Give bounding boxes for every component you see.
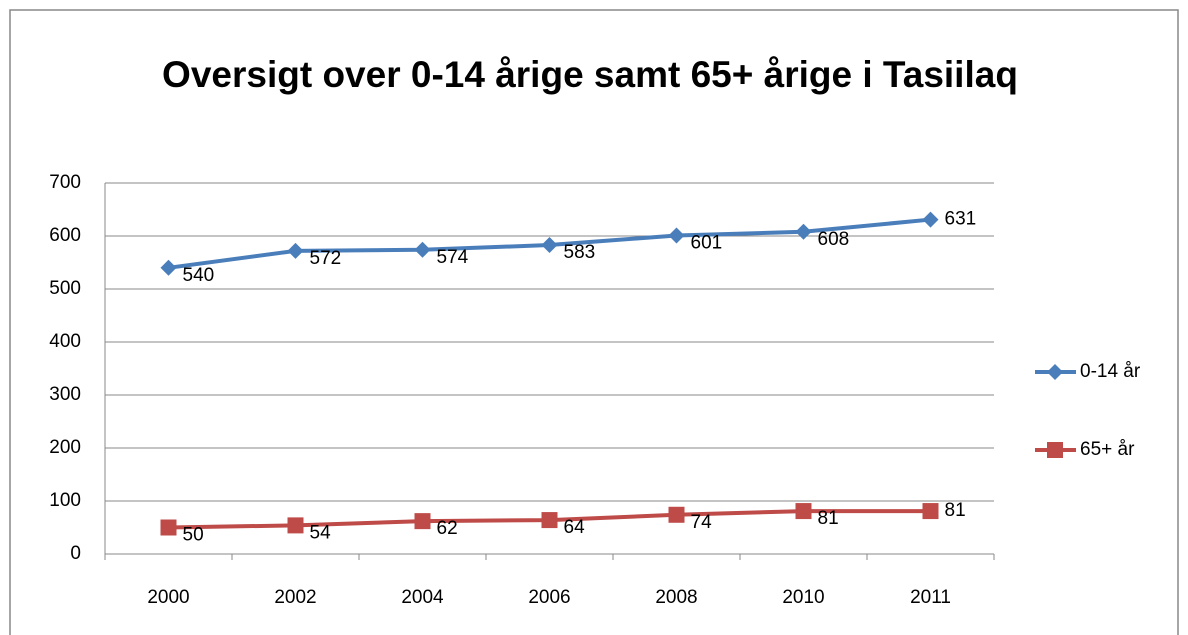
x-tick-label: 2004	[401, 587, 444, 608]
data-label: 81	[818, 508, 839, 529]
data-label: 574	[437, 247, 469, 268]
data-label: 540	[183, 265, 215, 286]
point-marker	[795, 503, 812, 520]
legend-marker	[1047, 364, 1063, 380]
data-label: 572	[310, 248, 342, 269]
point-marker	[795, 223, 812, 240]
data-label: 54	[310, 522, 332, 543]
data-label: 81	[945, 500, 966, 521]
point-marker	[287, 242, 304, 259]
legend-label: 65+ år	[1080, 439, 1135, 460]
x-tick-label: 2002	[274, 587, 316, 608]
y-tick-label: 700	[49, 172, 81, 193]
y-tick-label: 600	[49, 225, 81, 246]
y-tick-label: 100	[49, 490, 81, 511]
data-label: 583	[564, 242, 596, 263]
y-tick-label: 0	[70, 543, 81, 564]
point-marker	[414, 513, 431, 530]
y-tick-label: 500	[49, 278, 81, 299]
legend-label: 0-14 år	[1080, 361, 1141, 382]
x-tick-label: 2006	[528, 587, 570, 608]
y-tick-label: 200	[49, 437, 81, 458]
data-label: 631	[945, 209, 977, 230]
point-marker	[668, 227, 685, 244]
point-marker	[160, 519, 177, 536]
x-tick-label: 2000	[147, 587, 189, 608]
chart-border	[9, 9, 1179, 635]
data-label: 608	[818, 229, 850, 250]
data-label: 62	[437, 518, 458, 539]
y-tick-label: 300	[49, 384, 81, 405]
point-marker	[287, 517, 304, 534]
point-marker	[541, 237, 558, 254]
point-marker	[414, 241, 431, 258]
point-marker	[922, 211, 939, 228]
point-marker	[668, 506, 685, 523]
x-tick-label: 2008	[655, 587, 697, 608]
data-label: 74	[691, 512, 713, 533]
data-label: 50	[183, 525, 204, 546]
data-label: 64	[564, 517, 586, 538]
x-tick-label: 2010	[782, 587, 824, 608]
data-label: 601	[691, 232, 723, 253]
x-tick-label: 2011	[910, 587, 951, 608]
point-marker	[160, 259, 177, 276]
point-marker	[922, 503, 939, 520]
chart-title: Oversigt over 0-14 årige samt 65+ årige …	[162, 54, 1018, 95]
y-tick-label: 400	[49, 331, 81, 352]
legend-marker	[1047, 442, 1063, 458]
point-marker	[541, 512, 558, 529]
